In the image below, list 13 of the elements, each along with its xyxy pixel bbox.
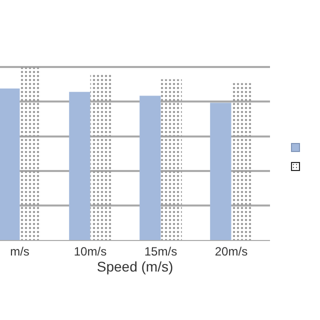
x-tick-label: m/s [10, 244, 30, 258]
bar [90, 74, 112, 240]
bar [210, 102, 232, 240]
x-tick-label: 10m/s [74, 244, 107, 258]
bar [20, 67, 41, 240]
x-axis-title: Speed (m/s) [96, 258, 174, 275]
bar [69, 92, 90, 240]
x-tick-label: 15m/s [144, 244, 178, 258]
bar [140, 96, 161, 240]
bar [231, 83, 252, 240]
bar [0, 88, 20, 240]
x-tick-label: 20m/s [214, 244, 248, 258]
bar [160, 79, 182, 240]
